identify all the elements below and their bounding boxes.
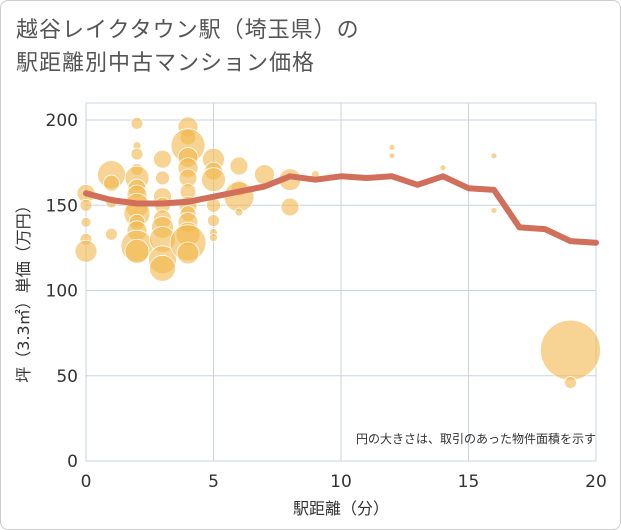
title-line-2: 駅距離別中古マンション価格 [16, 51, 316, 76]
bubble-point [176, 241, 200, 265]
x-tick-label: 10 [330, 472, 352, 492]
bubble-point [490, 206, 498, 214]
x-tick-label: 5 [208, 472, 219, 492]
bubble-point [388, 143, 396, 151]
y-tick-label: 150 [46, 196, 78, 216]
y-tick-label: 200 [46, 111, 78, 131]
bubble-point [130, 147, 144, 161]
y-tick-label: 100 [46, 282, 78, 302]
bubble-point [564, 376, 577, 389]
bubble-point [149, 254, 176, 282]
bubble-point [153, 149, 172, 169]
x-tick-label: 15 [458, 472, 480, 492]
bubble-point [280, 197, 300, 217]
bubble-point [490, 152, 498, 160]
bubble-point [201, 167, 226, 193]
bubble-point [155, 170, 170, 186]
bubble-point [130, 117, 144, 130]
bubble-point [74, 239, 98, 263]
plot-border [85, 102, 597, 462]
y-axis-title: 坪（3.3㎡）単価（万円） [14, 197, 33, 382]
chart-title: 越谷レイクタウン駅（埼玉県）の 駅距離別中古マンション価格 [16, 14, 360, 80]
trend-line [83, 173, 599, 246]
x-tick-label: 0 [81, 472, 92, 492]
bubble-point [209, 233, 218, 243]
bubble-point [207, 214, 220, 227]
bubble-point [79, 198, 93, 212]
bubble-point [540, 319, 601, 381]
bubble-point [229, 156, 249, 176]
bubble-point [103, 174, 120, 192]
title-line-1: 越谷レイクタウン駅（埼玉県）の [16, 18, 360, 43]
x-axis-ticks: 0 5 10 15 20 [81, 472, 607, 492]
y-axis-ticks: 0 50 100 150 200 [46, 111, 78, 472]
bubble-point [388, 152, 396, 160]
bubble-point [124, 238, 150, 264]
x-axis-title: 駅距離（分） [293, 499, 389, 518]
x-tick-label: 20 [585, 472, 607, 492]
size-note: 円の大きさは、取引のあった物件面積を示す [356, 431, 596, 446]
y-tick-label: 0 [67, 452, 78, 472]
bubble-point [105, 227, 118, 241]
bubble-point [80, 216, 92, 228]
bubble-layer [74, 116, 601, 389]
y-tick-label: 50 [56, 367, 78, 387]
bubble-point [234, 207, 244, 217]
bubble-point [439, 164, 447, 172]
